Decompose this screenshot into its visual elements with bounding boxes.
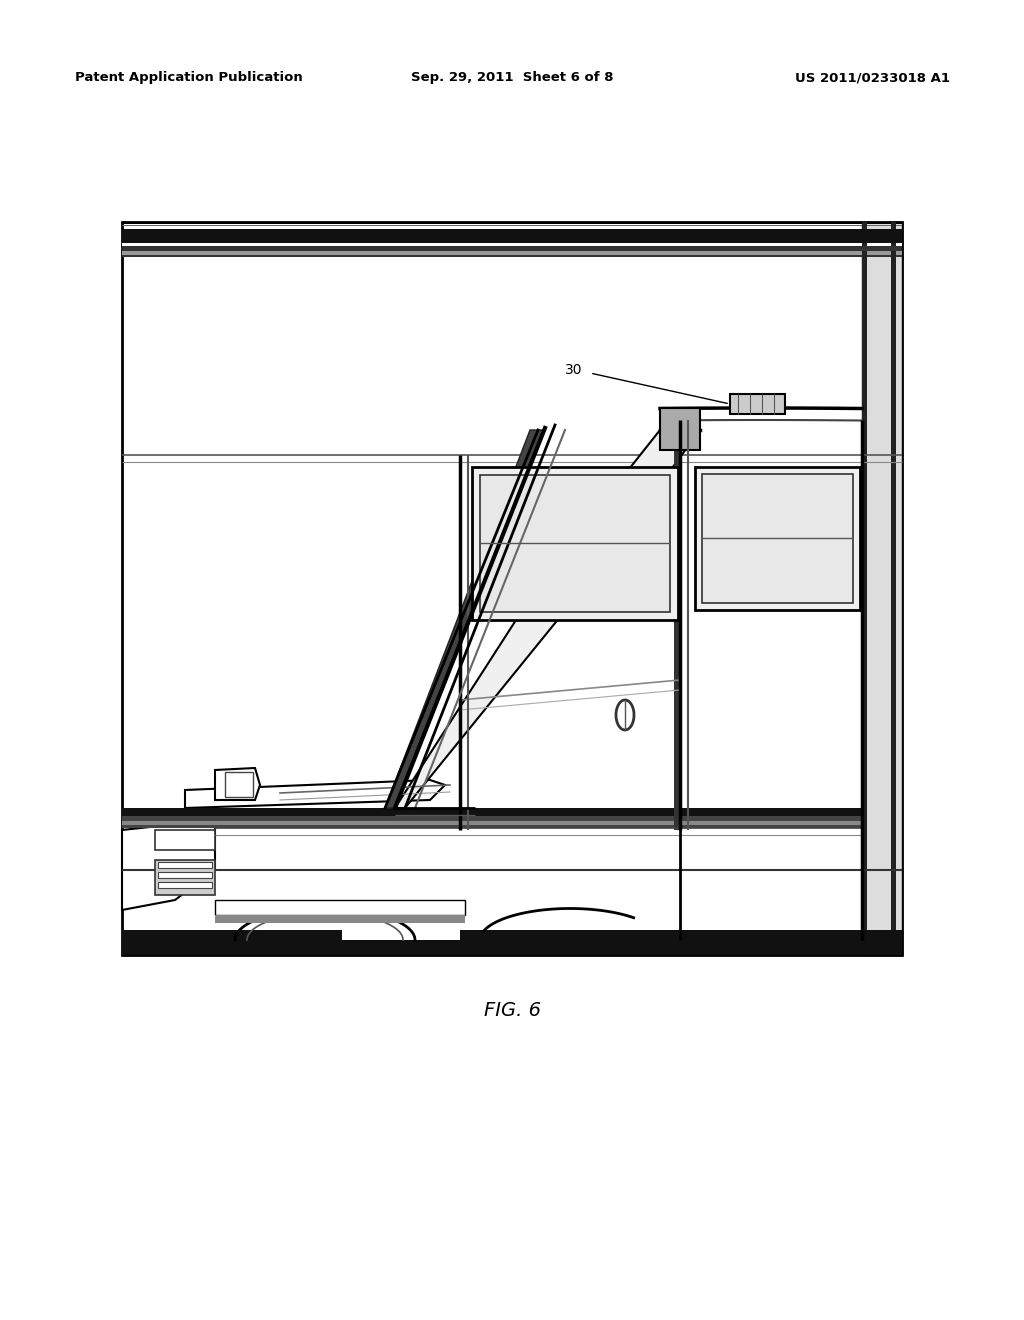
Bar: [862, 222, 902, 954]
Polygon shape: [385, 430, 545, 808]
Polygon shape: [395, 430, 700, 808]
Text: 30: 30: [565, 363, 583, 378]
Bar: [122, 825, 862, 828]
Bar: [122, 222, 902, 224]
Bar: [891, 222, 896, 954]
Text: FIG. 6: FIG. 6: [483, 1001, 541, 1019]
Polygon shape: [660, 408, 700, 450]
Bar: [122, 251, 902, 255]
Bar: [122, 255, 902, 257]
Bar: [215, 915, 465, 923]
Bar: [122, 228, 902, 243]
Bar: [158, 862, 212, 869]
Polygon shape: [702, 474, 853, 603]
Bar: [122, 940, 902, 954]
Bar: [155, 861, 215, 895]
Bar: [862, 228, 902, 243]
Bar: [122, 222, 902, 954]
Bar: [158, 873, 212, 878]
Text: Sep. 29, 2011  Sheet 6 of 8: Sep. 29, 2011 Sheet 6 of 8: [411, 71, 613, 84]
Bar: [122, 816, 862, 821]
Bar: [122, 243, 902, 246]
Text: Patent Application Publication: Patent Application Publication: [75, 71, 303, 84]
Bar: [122, 246, 902, 251]
Bar: [122, 931, 342, 940]
Bar: [122, 808, 862, 816]
Polygon shape: [215, 768, 260, 800]
Polygon shape: [472, 467, 678, 620]
Text: US 2011/0233018 A1: US 2011/0233018 A1: [795, 71, 950, 84]
Bar: [862, 246, 902, 251]
Bar: [862, 222, 867, 954]
Bar: [730, 393, 785, 414]
Bar: [122, 821, 862, 825]
Bar: [215, 900, 465, 915]
Polygon shape: [122, 820, 215, 909]
Bar: [225, 772, 253, 797]
Polygon shape: [185, 780, 445, 808]
Bar: [460, 931, 902, 940]
Bar: [674, 420, 680, 830]
Polygon shape: [695, 467, 860, 610]
Polygon shape: [480, 475, 670, 612]
Bar: [158, 882, 212, 888]
Bar: [155, 830, 215, 850]
